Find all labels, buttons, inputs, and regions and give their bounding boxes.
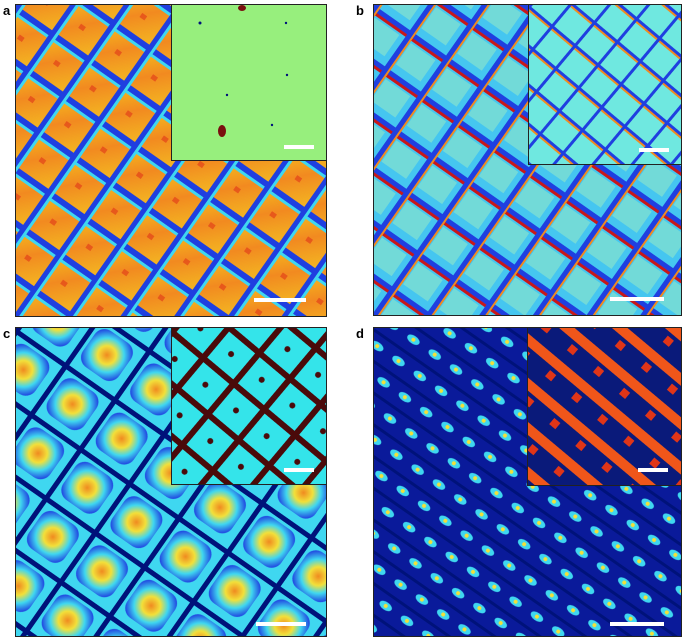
panel-b-inset-scale-bar — [639, 148, 669, 152]
panel-c-map — [15, 327, 327, 637]
panel-c-inset — [171, 328, 326, 485]
panel-label-a: a — [3, 3, 11, 18]
panel-c-scale-bar — [256, 622, 306, 626]
panel-d-inset-image — [528, 328, 681, 485]
panel-a-scale-bar — [254, 298, 306, 302]
panel-b-map — [373, 4, 682, 316]
panel-d-inset — [527, 328, 681, 486]
panel-c-inset-scale-bar — [284, 468, 314, 472]
panel-a-inset — [171, 5, 326, 161]
panel-b-inset — [528, 5, 681, 165]
panel-c-inset-image — [172, 328, 326, 484]
panel-d-scale-bar — [610, 622, 664, 626]
panel-label-b: b — [356, 3, 364, 18]
panel-b-inset-image — [529, 5, 681, 164]
panel-d-map — [373, 327, 682, 637]
panel-d-inset-scale-bar — [638, 468, 668, 472]
panel-label-d: d — [356, 326, 364, 341]
panel-a-inset-image — [198, 5, 289, 137]
panel-b-scale-bar — [610, 297, 664, 301]
panel-a-map — [15, 4, 327, 317]
panel-label-c: c — [3, 326, 11, 341]
panel-a-inset-scale-bar — [284, 145, 314, 149]
